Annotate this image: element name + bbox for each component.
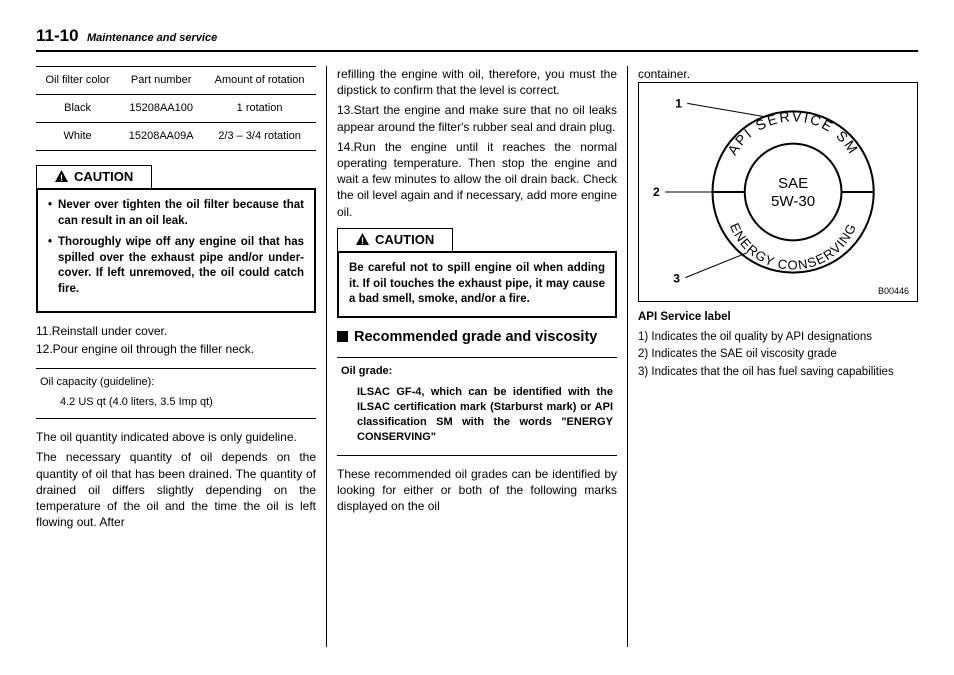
oilcap-value: 4.2 US qt (4.0 liters, 3.5 Imp qt): [40, 389, 312, 412]
oil-grade-box: Oil grade: ILSAC GF-4, which can be iden…: [337, 357, 617, 455]
caution-box-2: ! CAUTION Be careful not to spill engine…: [337, 228, 617, 318]
column-1: Oil filter color Part number Amount of r…: [36, 66, 327, 647]
label-title: API Service label: [638, 310, 918, 326]
caution-body: Never over tighten the oil filter becaus…: [36, 188, 316, 313]
svg-text:2: 2: [653, 185, 660, 199]
caution-box-1: ! CAUTION Never over tighten the oil fil…: [36, 165, 316, 314]
oilgrade-label: Oil grade:: [341, 364, 613, 379]
diagram-code: B00446: [878, 285, 909, 297]
warning-icon: !: [55, 169, 68, 187]
svg-text:!: !: [60, 173, 63, 182]
paragraph: The necessary quantity of oil depends on…: [36, 449, 316, 530]
svg-text:5W-30: 5W-30: [771, 193, 815, 210]
step-14: 14.Run the engine until it reaches the n…: [337, 139, 617, 220]
section-title: Maintenance and service: [87, 32, 217, 44]
api-label-diagram: API SERVICE SM ENERGY CONSERVING SAE 5W-…: [638, 82, 918, 302]
svg-text:SAE: SAE: [778, 175, 808, 192]
column-3: container. API SERVICE SM ENERGY CONSERV…: [628, 66, 918, 647]
col-header: Amount of rotation: [203, 67, 316, 95]
columns: Oil filter color Part number Amount of r…: [36, 66, 918, 647]
paragraph-cont: container.: [638, 66, 918, 82]
paragraph: These recommended oil grades can be iden…: [337, 466, 617, 515]
oil-filter-table: Oil filter color Part number Amount of r…: [36, 66, 316, 151]
table-row: Black 15208AA100 1 rotation: [36, 94, 316, 122]
page-number: 11-10: [36, 26, 79, 45]
label-list: 1) Indicates the oil quality by API desi…: [638, 330, 918, 381]
step-12: 12.Pour engine oil through the filler ne…: [36, 341, 316, 357]
paragraph: The oil quantity indicated above is only…: [36, 429, 316, 445]
caution-title: ! CAUTION: [337, 228, 453, 253]
warning-icon: !: [356, 232, 369, 250]
step-11: 11.Reinstall under cover.: [36, 323, 316, 339]
caution-item: Thoroughly wipe off any engine oil that …: [58, 235, 304, 297]
api-donut-svg: API SERVICE SM ENERGY CONSERVING SAE 5W-…: [647, 91, 909, 293]
caution-title: ! CAUTION: [36, 165, 152, 190]
svg-text:ENERGY CONSERVING: ENERGY CONSERVING: [727, 221, 859, 273]
col-header: Oil filter color: [36, 67, 119, 95]
manual-page: 11-10 Maintenance and service Oil filter…: [0, 0, 954, 675]
caution-item: Never over tighten the oil filter becaus…: [58, 198, 304, 229]
table-header-row: Oil filter color Part number Amount of r…: [36, 67, 316, 95]
column-2: refilling the engine with oil, therefore…: [327, 66, 628, 647]
label-item: 3) Indicates that the oil has fuel savin…: [650, 365, 918, 381]
section-heading: Recommended grade and viscosity: [337, 328, 617, 348]
oil-capacity-box: Oil capacity (guideline): 4.2 US qt (4.0…: [36, 368, 316, 420]
svg-text:!: !: [361, 236, 364, 245]
label-item: 1) Indicates the oil quality by API desi…: [650, 330, 918, 346]
oilgrade-body: ILSAC GF-4, which can be identified with…: [341, 385, 613, 444]
step-13: 13.Start the engine and make sure that n…: [337, 102, 617, 134]
svg-text:API SERVICE SM: API SERVICE SM: [724, 108, 862, 157]
svg-text:1: 1: [675, 97, 682, 111]
table-row: White 15208AA09A 2/3 – 3/4 rotation: [36, 122, 316, 150]
page-header: 11-10 Maintenance and service: [36, 26, 918, 52]
paragraph-cont: refilling the engine with oil, therefore…: [337, 66, 617, 98]
square-bullet-icon: [337, 331, 348, 342]
svg-text:3: 3: [673, 272, 680, 286]
label-item: 2) Indicates the SAE oil viscosity grade: [650, 347, 918, 363]
oilcap-label: Oil capacity (guideline):: [40, 375, 312, 390]
col-header: Part number: [119, 67, 203, 95]
caution-body: Be careful not to spill engine oil when …: [337, 251, 617, 318]
